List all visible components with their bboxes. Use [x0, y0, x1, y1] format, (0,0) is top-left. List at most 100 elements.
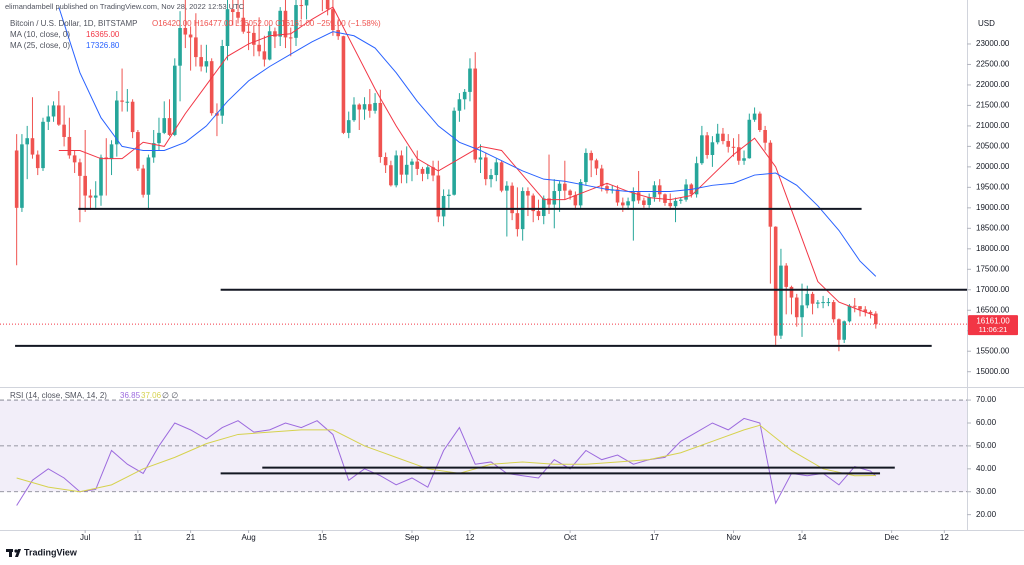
candle-body — [352, 104, 356, 121]
candle-body — [594, 160, 599, 169]
indicator-line — [58, 6, 876, 317]
candle-body — [362, 104, 367, 110]
candle-body — [752, 113, 757, 120]
candle-body — [262, 51, 267, 60]
price-pane — [0, 0, 967, 352]
candle-body — [246, 31, 251, 33]
x-tick-label: Nov — [726, 533, 740, 542]
legend-value: 16365.00 — [86, 30, 120, 39]
candle-body — [172, 65, 177, 135]
candle-body — [447, 194, 451, 196]
candle-body — [663, 194, 667, 203]
legend-label: MA (10, close, 0) — [10, 30, 70, 39]
candle-body — [20, 144, 24, 208]
indicator-line — [58, 6, 877, 277]
candle-body — [831, 302, 836, 320]
candle-body — [531, 195, 536, 212]
candle-body — [668, 202, 673, 207]
candle-body — [784, 265, 789, 287]
y-tick-label: 16500.00 — [976, 305, 1010, 314]
candle-body — [431, 167, 435, 176]
candle-body — [816, 302, 820, 304]
candle-body — [188, 34, 193, 38]
candle-body — [605, 186, 609, 191]
x-tick-label: Aug — [241, 533, 255, 542]
candle-body — [789, 286, 794, 298]
candle-body — [209, 61, 214, 114]
last-price-label: 16161.00 — [976, 316, 1010, 325]
candle-body — [420, 168, 425, 174]
candle-body — [389, 165, 393, 186]
legend-value: 17326.80 — [86, 41, 120, 50]
candle-body — [346, 120, 351, 133]
candle-body — [874, 313, 878, 325]
candle-body — [694, 163, 699, 195]
publisher: elimandambell published on TradingView.c… — [5, 2, 245, 11]
candle-body — [852, 305, 857, 307]
y-tick-label: 15500.00 — [976, 346, 1010, 355]
candle-body — [642, 200, 646, 205]
legend-value: 36.85 — [120, 391, 141, 400]
candle-body — [726, 141, 731, 147]
candle-body — [157, 132, 161, 144]
candle-body — [204, 61, 209, 67]
candle-body — [684, 184, 688, 200]
y-tick-label: 50.00 — [976, 441, 997, 450]
candle-body — [568, 190, 572, 196]
candle-body — [615, 189, 620, 203]
y-tick-label: 21500.00 — [976, 101, 1010, 110]
candle-body — [120, 100, 124, 102]
x-tick-label: 12 — [940, 533, 949, 542]
candle-body — [88, 195, 93, 198]
candle-body — [715, 133, 720, 143]
candle-body — [779, 265, 783, 336]
candle-body — [99, 157, 103, 196]
candle-body — [536, 211, 541, 217]
candle-body — [436, 175, 441, 217]
y-tick-label: 22000.00 — [976, 80, 1010, 89]
candle-body — [199, 57, 203, 67]
candle-body — [736, 147, 741, 161]
y-tick-label: 23000.00 — [976, 39, 1010, 48]
candle-body — [589, 152, 593, 161]
candle-body — [378, 102, 383, 158]
candle-body — [299, 5, 304, 7]
candle-body — [441, 195, 446, 217]
candle-body — [394, 155, 398, 186]
candle-body — [35, 154, 40, 169]
candle-body — [236, 12, 240, 18]
candle-body — [383, 157, 388, 166]
candle-body — [141, 168, 145, 195]
x-tick-label: Jul — [80, 533, 90, 542]
x-tick-label: 21 — [186, 533, 195, 542]
y-tick-label: 22500.00 — [976, 60, 1010, 69]
candle-body — [631, 192, 636, 202]
candle-body — [747, 119, 752, 159]
candle-body — [847, 305, 852, 322]
candle-body — [499, 162, 504, 191]
candle-body — [489, 175, 493, 180]
candle-body — [57, 105, 61, 125]
y-tick-label: 40.00 — [976, 464, 997, 473]
candle-body — [837, 319, 841, 340]
candle-body — [257, 44, 261, 52]
y-tick-label: 20000.00 — [976, 162, 1010, 171]
y-tick-label: 60.00 — [976, 418, 997, 427]
candle-body — [194, 37, 198, 58]
x-tick-label: 11 — [134, 533, 143, 542]
candle-body — [826, 302, 831, 304]
candle-body — [515, 213, 520, 230]
candle-body — [125, 101, 130, 103]
y-tick-label: 15000.00 — [976, 367, 1010, 376]
candle-body — [183, 27, 188, 35]
candle-body — [62, 124, 66, 137]
y-tick-label: 17000.00 — [976, 285, 1010, 294]
candle-body — [563, 183, 567, 191]
candle-body — [673, 200, 678, 207]
candle-body — [626, 201, 630, 206]
candle-body — [573, 195, 578, 206]
candle-body — [278, 10, 283, 37]
candle-body — [283, 10, 288, 38]
y-tick-label: 18500.00 — [976, 223, 1010, 232]
legend-extra: ∅ ∅ — [162, 391, 178, 400]
